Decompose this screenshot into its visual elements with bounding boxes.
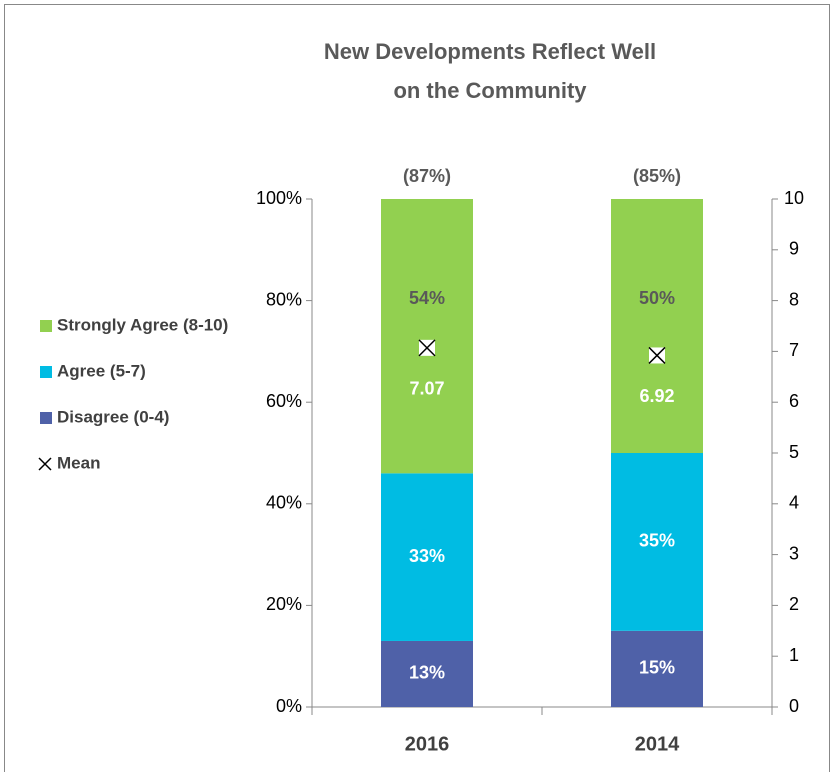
legend-label: Agree (5-7) [57, 361, 146, 380]
bar-segment [611, 199, 703, 453]
value-label: 33% [409, 546, 445, 566]
y2-tick-label: 3 [789, 543, 799, 563]
bar-segment [611, 453, 703, 631]
y-tick-label: 80% [266, 289, 302, 309]
legend-swatch [40, 366, 52, 378]
mean-label: 6.92 [639, 386, 674, 406]
y2-tick-label: 10 [784, 188, 804, 208]
bar-segment [381, 199, 473, 474]
y2-tick-label: 2 [789, 594, 799, 614]
legend-marker [38, 457, 52, 471]
y2-tick-label: 5 [789, 442, 799, 462]
y2-tick-label: 4 [789, 493, 799, 513]
legend-label: Disagree (0-4) [57, 407, 169, 426]
value-label: 15% [639, 658, 675, 678]
total-label: (87%) [403, 166, 451, 186]
value-label: 50% [639, 288, 675, 308]
legend-label: Mean [57, 453, 100, 472]
mean-marker [648, 346, 666, 364]
legend-swatch [40, 320, 52, 332]
value-label: 35% [639, 531, 675, 551]
mean-marker [418, 339, 436, 357]
mean-label: 7.07 [409, 379, 444, 399]
x-tick-label: 2014 [635, 733, 680, 755]
y-tick-label: 20% [266, 594, 302, 614]
legend-swatch [40, 412, 52, 424]
legend-label: Strongly Agree (8-10) [57, 315, 228, 334]
value-label: 54% [409, 288, 445, 308]
mean-marker-stroke [648, 346, 666, 364]
y-tick-label: 40% [266, 493, 302, 513]
y-tick-label: 60% [266, 391, 302, 411]
x-tick-label: 2016 [405, 733, 450, 755]
y2-tick-label: 7 [789, 340, 799, 360]
y2-tick-label: 6 [789, 391, 799, 411]
bar-segment [381, 473, 473, 641]
y2-tick-label: 0 [789, 696, 799, 716]
y-tick-label: 100% [256, 188, 302, 208]
total-label: (85%) [633, 166, 681, 186]
y-tick-label: 0% [276, 696, 302, 716]
y2-tick-label: 9 [789, 239, 799, 259]
mean-marker-stroke [418, 339, 436, 357]
bar-segment [381, 640, 473, 707]
chart-title: on the Community [393, 78, 587, 103]
bar-segment [611, 630, 703, 707]
y2-tick-label: 1 [789, 645, 799, 665]
chart-title: New Developments Reflect Well [324, 39, 656, 64]
value-label: 13% [409, 663, 445, 683]
y2-tick-label: 8 [789, 289, 799, 309]
